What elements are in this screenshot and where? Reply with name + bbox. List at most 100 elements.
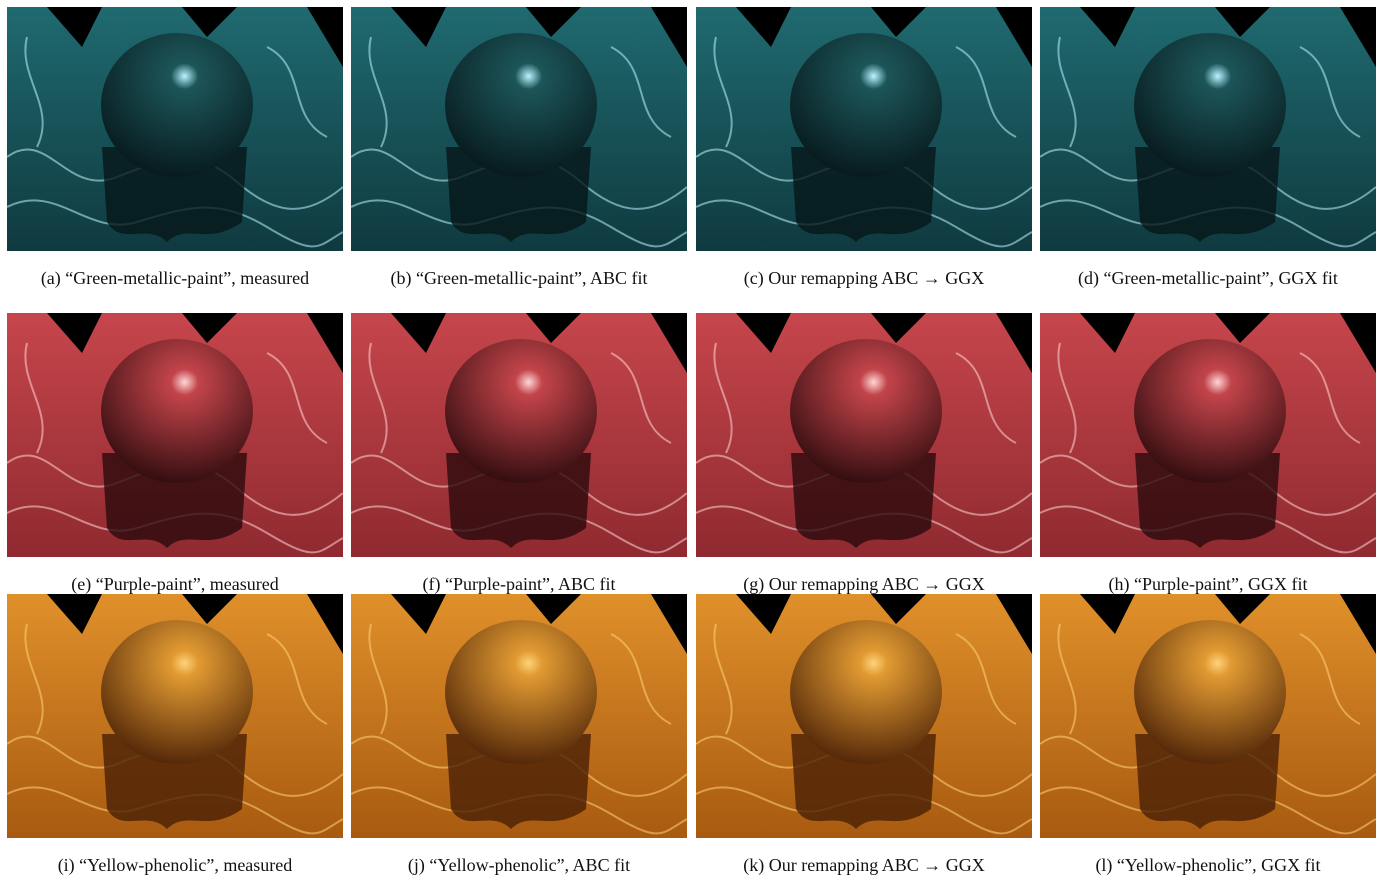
sphere	[1134, 33, 1286, 177]
backdrop-wedge	[391, 7, 446, 47]
surface-ridge	[713, 623, 733, 735]
sphere	[1134, 339, 1286, 483]
panel-caption: (g) Our remapping ABC → GGX	[743, 574, 985, 594]
backdrop-wedge	[1215, 594, 1270, 624]
surface-ridge	[1057, 36, 1077, 148]
backdrop-wedge	[1340, 313, 1376, 373]
sphere-shadow	[791, 453, 936, 548]
panel-b: (b) “Green-metallic-paint”, ABC fit	[351, 7, 687, 288]
backdrop-wedge	[307, 7, 343, 67]
sphere-shadow	[1135, 453, 1280, 548]
panel-caption: (c) Our remapping ABC → GGX	[743, 268, 985, 288]
backdrop-wedge	[1215, 313, 1270, 343]
render-image	[1040, 594, 1376, 838]
panel-caption: (i) “Yellow-phenolic”, measured	[57, 855, 293, 875]
surface-ridge	[368, 342, 388, 454]
surface-ridge	[610, 633, 672, 725]
sphere-shadow	[102, 147, 247, 242]
surface-ridge	[266, 352, 328, 444]
surface-ridge	[1299, 352, 1361, 444]
sphere-shadow	[102, 734, 247, 829]
sphere-shadow	[446, 453, 591, 548]
sphere	[445, 339, 597, 483]
backdrop-wedge	[736, 7, 791, 47]
backdrop-wedge	[1340, 7, 1376, 67]
surface-ridge	[955, 352, 1017, 444]
sphere-shadow	[446, 734, 591, 829]
backdrop-wedge	[651, 313, 687, 373]
backdrop-wedge	[47, 594, 102, 634]
backdrop-wedge	[47, 313, 102, 353]
backdrop-wedge	[1215, 7, 1270, 37]
sphere-shadow	[1135, 147, 1280, 242]
backdrop-wedge	[391, 594, 446, 634]
render-image	[696, 594, 1032, 838]
backdrop-wedge	[996, 313, 1032, 373]
render-image	[1040, 313, 1376, 557]
render-image	[351, 7, 687, 251]
sphere	[445, 33, 597, 177]
backdrop-wedge	[996, 7, 1032, 67]
backdrop-wedge	[391, 313, 446, 353]
backdrop-wedge	[307, 313, 343, 373]
surface-ridge	[1299, 633, 1361, 725]
render-image	[696, 313, 1032, 557]
panel-k: (k) Our remapping ABC → GGX	[696, 594, 1032, 875]
panel-i: (i) “Yellow-phenolic”, measured	[7, 594, 343, 875]
backdrop-wedge	[47, 7, 102, 47]
sphere	[101, 339, 253, 483]
backdrop-wedge	[871, 594, 926, 624]
surface-ridge	[713, 36, 733, 148]
surface-ridge	[266, 46, 328, 138]
sphere	[101, 33, 253, 177]
render-image	[1040, 7, 1376, 251]
backdrop-wedge	[736, 313, 791, 353]
sphere	[101, 620, 253, 764]
panel-caption: (b) “Green-metallic-paint”, ABC fit	[390, 268, 648, 288]
panel-f: (f) “Purple-paint”, ABC fit	[351, 313, 687, 594]
backdrop-wedge	[526, 313, 581, 343]
backdrop-wedge	[526, 7, 581, 37]
backdrop-wedge	[182, 594, 237, 624]
surface-ridge	[1057, 342, 1077, 454]
sphere-shadow	[791, 734, 936, 829]
backdrop-wedge	[996, 594, 1032, 654]
surface-ridge	[610, 46, 672, 138]
sphere	[1134, 620, 1286, 764]
panel-d: (d) “Green-metallic-paint”, GGX fit	[1040, 7, 1376, 288]
render-image	[696, 7, 1032, 251]
panel-caption: (h) “Purple-paint”, GGX fit	[1108, 574, 1308, 594]
render-image	[7, 594, 343, 838]
surface-ridge	[610, 352, 672, 444]
sphere-shadow	[791, 147, 936, 242]
backdrop-wedge	[651, 594, 687, 654]
surface-ridge	[1057, 623, 1077, 735]
surface-ridge	[368, 623, 388, 735]
backdrop-wedge	[307, 594, 343, 654]
backdrop-wedge	[1080, 594, 1135, 634]
backdrop-wedge	[1080, 313, 1135, 353]
panel-g: (g) Our remapping ABC → GGX	[696, 313, 1032, 594]
render-image	[351, 594, 687, 838]
panel-l: (l) “Yellow-phenolic”, GGX fit	[1040, 594, 1376, 875]
surface-ridge	[368, 36, 388, 148]
surface-ridge	[713, 342, 733, 454]
panel-caption: (d) “Green-metallic-paint”, GGX fit	[1078, 268, 1338, 288]
panel-caption: (f) “Purple-paint”, ABC fit	[422, 574, 616, 594]
surface-ridge	[24, 623, 44, 735]
backdrop-wedge	[871, 313, 926, 343]
backdrop-wedge	[1340, 594, 1376, 654]
sphere	[790, 339, 942, 483]
backdrop-wedge	[871, 7, 926, 37]
render-image	[7, 7, 343, 251]
backdrop-wedge	[651, 7, 687, 67]
panel-caption: (e) “Purple-paint”, measured	[71, 574, 279, 594]
surface-ridge	[955, 46, 1017, 138]
panel-h: (h) “Purple-paint”, GGX fit	[1040, 313, 1376, 594]
panel-e: (e) “Purple-paint”, measured	[7, 313, 343, 594]
panel-caption: (k) Our remapping ABC → GGX	[743, 855, 985, 875]
panel-a: (a) “Green-metallic-paint”, measured	[7, 7, 343, 288]
sphere	[790, 33, 942, 177]
panel-caption: (a) “Green-metallic-paint”, measured	[40, 268, 310, 288]
